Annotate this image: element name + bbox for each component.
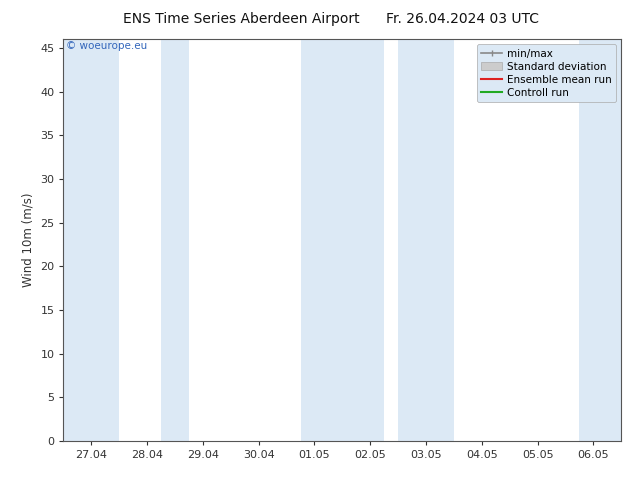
Bar — [398, 39, 454, 441]
Text: Fr. 26.04.2024 03 UTC: Fr. 26.04.2024 03 UTC — [386, 12, 540, 26]
Text: © woeurope.eu: © woeurope.eu — [66, 41, 148, 51]
Text: ENS Time Series Aberdeen Airport: ENS Time Series Aberdeen Airport — [122, 12, 359, 26]
Y-axis label: Wind 10m (m/s): Wind 10m (m/s) — [22, 193, 35, 287]
Legend: min/max, Standard deviation, Ensemble mean run, Controll run: min/max, Standard deviation, Ensemble me… — [477, 45, 616, 102]
Bar — [63, 39, 119, 441]
Bar — [579, 39, 621, 441]
Bar — [161, 39, 189, 441]
Bar — [301, 39, 384, 441]
